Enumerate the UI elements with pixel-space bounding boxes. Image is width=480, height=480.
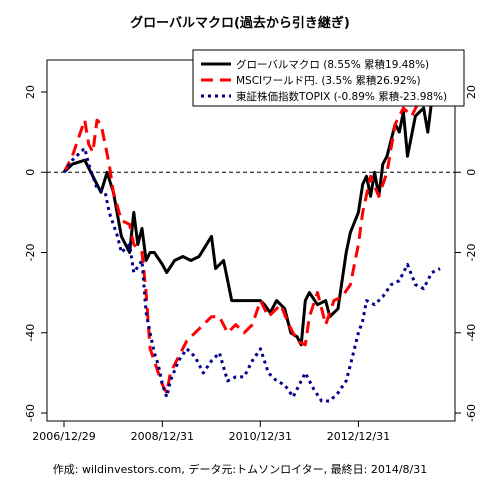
- x-tick-label: 2012/12/31: [327, 430, 390, 443]
- y-tick-label-right: 20: [465, 85, 478, 99]
- y-tick-label-right: 0: [465, 169, 478, 176]
- series-layer: [62, 63, 442, 403]
- y-tick-label-right: -40: [465, 324, 478, 342]
- legend-label-0: グローバルマクロ (8.55% 累積19.48%): [236, 58, 429, 71]
- legend: グローバルマクロ (8.55% 累積19.48%) MSCIワールド円. (3.5…: [192, 49, 465, 107]
- y-tick-label-left: -20: [24, 244, 37, 262]
- y-tick-label-right: -20: [465, 244, 478, 262]
- axes: -60 -60 -40 -40 -20 -20 0 0 20 20 2006/12/29 2008/1…: [24, 85, 478, 443]
- y-tick-label-left: 20: [24, 85, 37, 99]
- legend-box: [192, 49, 465, 107]
- chart-footer: 作成: wildinvestors.com, データ元:トムソンロイター, 最終…: [53, 462, 427, 476]
- series-line-1: [62, 63, 442, 395]
- series-line-2: [62, 146, 441, 403]
- chart-title: グローバルマクロ(過去から引き継ぎ): [130, 15, 350, 31]
- y-tick-label-left: 0: [24, 169, 37, 176]
- x-tick-label: 2010/12/31: [229, 430, 292, 443]
- x-tick-label: 2008/12/31: [131, 430, 194, 443]
- y-tick-label-left: -60: [24, 404, 37, 422]
- series-line-0: [62, 92, 441, 347]
- y-tick-label-left: -40: [24, 324, 37, 342]
- legend-label-1: MSCIワールド円. (3.5% 累積26.92%): [236, 74, 421, 87]
- y-tick-label-right: -60: [465, 404, 478, 422]
- plot-frame: [46, 59, 456, 422]
- legend-label-2: 東証株価指数TOPIX (-0.89% 累積-23.98%): [236, 90, 447, 103]
- x-tick-label: 2006/12/29: [32, 430, 95, 443]
